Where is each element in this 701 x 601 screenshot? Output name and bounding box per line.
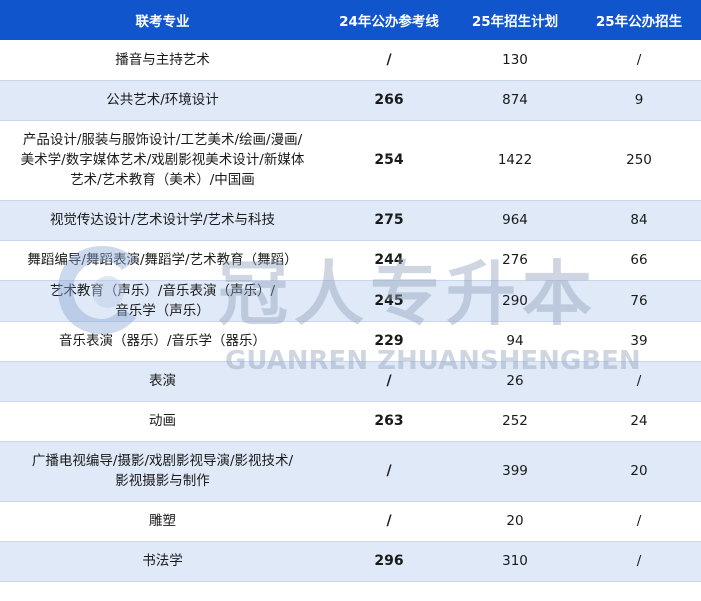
cell-2025-plan: 276: [453, 240, 577, 281]
table-row: 音乐表演（器乐）/音乐学（器乐） 229 94 39: [0, 321, 701, 362]
cell-2025-public: /: [577, 361, 701, 402]
cell-major: 表演: [0, 361, 325, 402]
header-2025-plan: 25年招生计划: [453, 0, 577, 40]
cell-major: 舞蹈编导/舞蹈表演/舞蹈学/艺术教育（舞蹈）: [0, 240, 325, 281]
cell-2024-line: /: [325, 40, 453, 81]
cell-2025-plan: 20: [453, 501, 577, 542]
header-2024-public-line: 24年公办参考线: [325, 0, 453, 40]
table-row: 视觉传达设计/艺术设计学/艺术与科技 275 964 84: [0, 200, 701, 241]
cell-2025-plan: 874: [453, 80, 577, 121]
cell-2024-line: 254: [325, 120, 453, 201]
cell-2024-line: 275: [325, 200, 453, 241]
header-major: 联考专业: [0, 0, 325, 40]
cell-2025-public: 9: [577, 80, 701, 121]
table-row: 动画 263 252 24: [0, 401, 701, 442]
table-row: 表演/26/: [0, 361, 701, 402]
cell-2025-plan: 310: [453, 541, 577, 582]
cell-2024-line: 266: [325, 80, 453, 121]
cell-2024-line: /: [325, 361, 453, 402]
cell-2025-public: /: [577, 541, 701, 582]
cell-2025-public: 84: [577, 200, 701, 241]
cell-2025-public: 39: [577, 321, 701, 362]
table-row: 公共艺术/环境设计 266 874 9: [0, 80, 701, 121]
cell-major: 产品设计/服装与服饰设计/工艺美术/绘画/漫画/ 美术学/数字媒体艺术/戏剧影视…: [0, 120, 325, 201]
cell-major: 公共艺术/环境设计: [0, 80, 325, 121]
cell-2025-public: 24: [577, 401, 701, 442]
table-row: 书法学 296 310/: [0, 541, 701, 582]
table-row: 艺术教育（声乐）/音乐表演（声乐）/ 音乐学（声乐） 245 290 76: [0, 280, 701, 322]
cell-2024-line: 263: [325, 401, 453, 442]
cell-2025-plan: 290: [453, 280, 577, 322]
table-row: 广播电视编导/摄影/戏剧影视导演/影视技术/ 影视摄影与制作/399 20: [0, 441, 701, 502]
cell-2025-plan: 130: [453, 40, 577, 81]
cell-major: 播音与主持艺术: [0, 40, 325, 81]
cell-2024-line: 229: [325, 321, 453, 362]
cell-2025-plan: 1422: [453, 120, 577, 201]
cell-2024-line: 244: [325, 240, 453, 281]
cell-2024-line: /: [325, 441, 453, 502]
table-header-row: 联考专业 24年公办参考线 25年招生计划 25年公办招生: [0, 0, 701, 40]
cell-2025-plan: 26: [453, 361, 577, 402]
cell-2025-public: 76: [577, 280, 701, 322]
cell-2025-public: /: [577, 501, 701, 542]
cell-major: 视觉传达设计/艺术设计学/艺术与科技: [0, 200, 325, 241]
cell-2025-plan: 964: [453, 200, 577, 241]
cell-2024-line: 296: [325, 541, 453, 582]
cell-2024-line: /: [325, 501, 453, 542]
cell-major: 书法学: [0, 541, 325, 582]
cell-2025-plan: 399: [453, 441, 577, 502]
table-row: 舞蹈编导/舞蹈表演/舞蹈学/艺术教育（舞蹈） 244 276 66: [0, 240, 701, 281]
admission-table: 联考专业 24年公办参考线 25年招生计划 25年公办招生 播音与主持艺术/13…: [0, 0, 701, 582]
header-2025-public-enrollment: 25年公办招生: [577, 0, 701, 40]
cell-2024-line: 245: [325, 280, 453, 322]
cell-major: 艺术教育（声乐）/音乐表演（声乐）/ 音乐学（声乐）: [0, 280, 325, 322]
cell-2025-plan: 252: [453, 401, 577, 442]
cell-2025-public: 250: [577, 120, 701, 201]
table-row: 播音与主持艺术/130/: [0, 40, 701, 81]
table-row: 产品设计/服装与服饰设计/工艺美术/绘画/漫画/ 美术学/数字媒体艺术/戏剧影视…: [0, 120, 701, 201]
cell-major: 动画: [0, 401, 325, 442]
cell-2025-plan: 94: [453, 321, 577, 362]
cell-2025-public: /: [577, 40, 701, 81]
table-row: 雕塑/20/: [0, 501, 701, 542]
cell-2025-public: 20: [577, 441, 701, 502]
cell-2025-public: 66: [577, 240, 701, 281]
cell-major: 音乐表演（器乐）/音乐学（器乐）: [0, 321, 325, 362]
cell-major: 雕塑: [0, 501, 325, 542]
cell-major: 广播电视编导/摄影/戏剧影视导演/影视技术/ 影视摄影与制作: [0, 441, 325, 502]
